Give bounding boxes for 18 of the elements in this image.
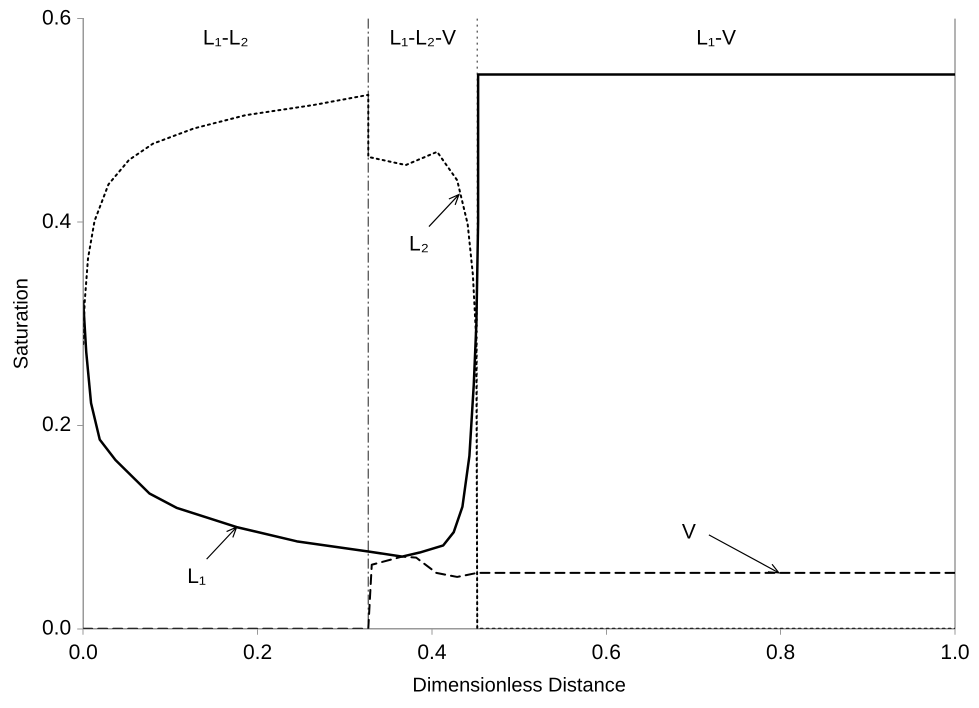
y-tick-label: 0.2 [42,413,72,436]
x-tick-label: 0.2 [242,641,272,664]
annotation: L₁-L₂ [202,26,249,50]
y-axis-title: Saturation [10,278,33,370]
x-tick-label: 1.0 [940,641,970,664]
annotation: V [682,520,696,544]
y-tick-label: 0.6 [42,6,72,30]
annotation: L₁-L₂-V [389,26,456,50]
x-tick-label: 0.0 [68,641,98,664]
x-tick-label: 0.4 [417,641,447,664]
annotation: L₁ [187,564,206,588]
y-tick-label: 0.0 [42,616,72,640]
x-tick-label: 0.8 [766,641,796,664]
annotation: L₂ [409,232,429,256]
y-tick-label: 0.4 [42,210,72,233]
x-tick-label: 0.6 [592,641,621,664]
x-axis-title: Dimensionless Distance [412,674,626,697]
annotation: L₁-V [696,26,736,50]
